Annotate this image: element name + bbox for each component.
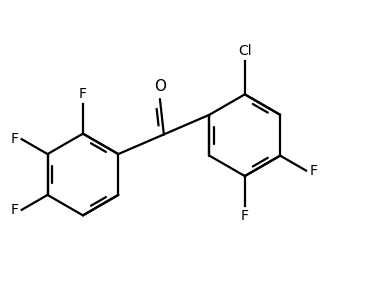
Text: Cl: Cl <box>238 44 252 58</box>
Text: F: F <box>309 164 317 177</box>
Text: F: F <box>79 87 87 101</box>
Text: F: F <box>11 132 19 146</box>
Text: F: F <box>241 209 249 223</box>
Text: F: F <box>11 203 19 217</box>
Text: O: O <box>154 79 166 94</box>
